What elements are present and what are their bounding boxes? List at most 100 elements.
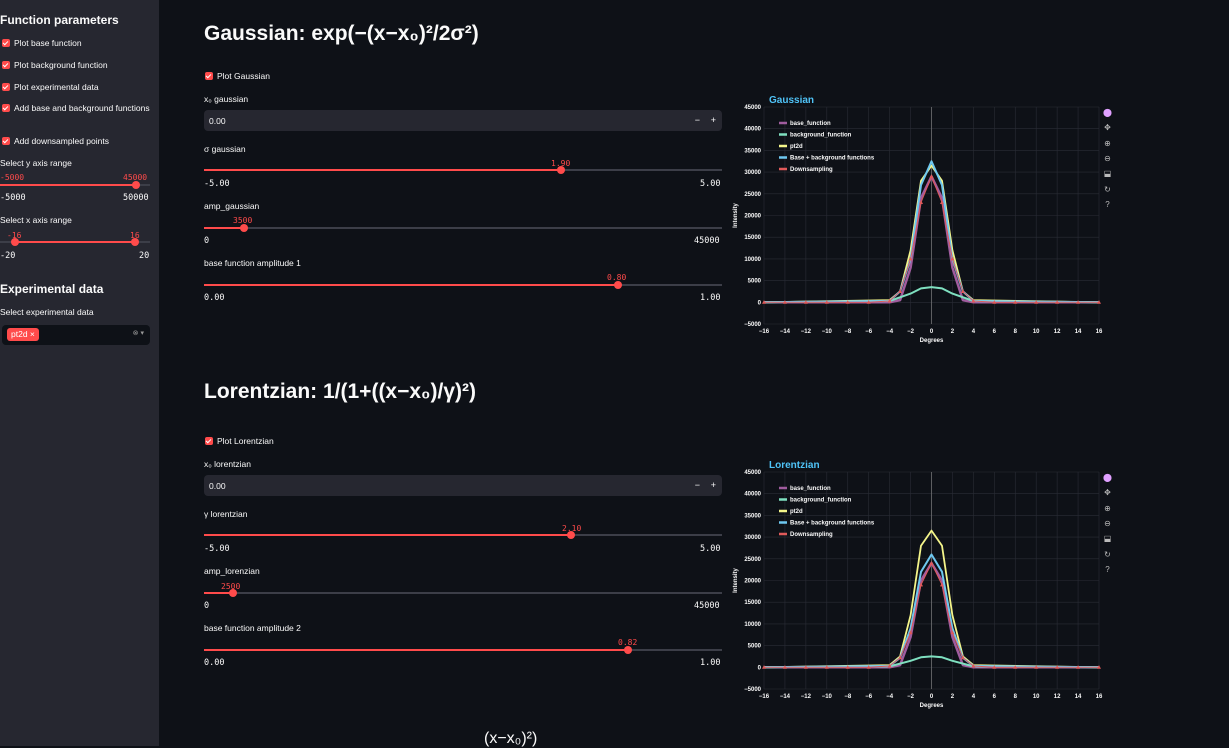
lorentzian-chart[interactable]: Lorentzian −5000 0 5000 10000 15000 20000 25000… — [729, 457, 1105, 722]
amp-gaussian-handle[interactable] — [240, 224, 248, 232]
download-icon[interactable]: ⬓ — [1103, 534, 1112, 544]
experimental-data-select[interactable]: pt2d × ⊗ ▾ — [2, 325, 150, 345]
tag-close-icon[interactable]: × — [29, 329, 35, 339]
x-range-min: -20 — [0, 251, 16, 261]
help-icon[interactable]: ? — [1105, 564, 1110, 574]
downsampling-point — [824, 300, 829, 304]
checkbox-checked-icon[interactable] — [2, 61, 10, 69]
zoom-in-icon[interactable]: ⊕ — [1104, 138, 1111, 148]
downsampling-point — [762, 665, 766, 669]
legend-item[interactable]: base_function — [790, 486, 831, 492]
amp-lorenzian-min: 0 — [204, 601, 210, 611]
series-line-background-function — [763, 286, 1100, 304]
help-icon[interactable]: ? — [1105, 199, 1110, 209]
x-tick-label: −2 — [907, 694, 915, 700]
y-range-min: -5000 — [0, 193, 26, 203]
reset-icon[interactable]: ↻ — [1104, 549, 1111, 559]
y-range-high-handle[interactable] — [132, 181, 140, 189]
x-range-high-handle[interactable] — [131, 238, 139, 246]
x-tick-label: −14 — [780, 329, 791, 335]
checkbox-checked-icon[interactable] — [2, 137, 10, 145]
downsampling-point — [898, 655, 903, 660]
plotly-logo-icon[interactable]: ⬤ — [1103, 473, 1112, 482]
x0-lorentzian-input[interactable]: 0.00 − + — [204, 475, 722, 496]
stepper-minus-button[interactable]: − — [694, 480, 700, 490]
legend-item[interactable]: Downsampling — [790, 167, 833, 173]
zoom-out-icon[interactable]: ⊖ — [1104, 518, 1111, 528]
base-amp1-handle[interactable] — [614, 281, 622, 289]
stepper-plus-button[interactable]: + — [710, 115, 716, 125]
gamma-lorentzian-handle[interactable] — [567, 531, 575, 539]
legend-item[interactable]: Base + background functions — [790, 521, 875, 527]
downsampling-point — [1055, 665, 1060, 669]
downsampling-point — [939, 200, 944, 204]
pan-icon[interactable]: ✥ — [1104, 123, 1111, 133]
y-tick-label: 10000 — [744, 257, 761, 263]
legend-item[interactable]: base_function — [790, 121, 831, 127]
y-tick-label: −5000 — [744, 687, 762, 693]
checkbox-plot-experimental[interactable]: Plot experimental data — [2, 81, 152, 93]
x0-gaussian-input[interactable]: 0.00 − + — [204, 110, 722, 131]
y-tick-label: 25000 — [744, 192, 761, 198]
amp-gaussian-label: amp_gaussian — [204, 201, 260, 211]
stepper-plus-button[interactable]: + — [710, 480, 716, 490]
select-controls-icon[interactable]: ⊗ ▾ — [132, 330, 144, 337]
downsampling-point — [992, 300, 997, 304]
gaussian-chart[interactable]: Gaussian −5000 0 5000 10000 15000 20000 25000 30… — [729, 92, 1105, 357]
checkbox-plot-lorentzian[interactable]: Plot Lorentzian — [205, 435, 355, 447]
x-tick-label: −14 — [780, 694, 791, 700]
x-range-low-handle[interactable] — [11, 238, 19, 246]
checkbox-checked-icon[interactable] — [2, 39, 10, 47]
selected-tag-pt2d[interactable]: pt2d × — [7, 328, 39, 341]
amp-lorenzian-fill — [204, 592, 233, 594]
y-range-fill — [0, 184, 137, 186]
zoom-in-icon[interactable]: ⊕ — [1104, 503, 1111, 513]
x-axis-label: Degrees — [920, 703, 944, 709]
legend-item[interactable]: pt2d — [790, 509, 803, 515]
checkbox-plot-gaussian[interactable]: Plot Gaussian — [205, 70, 355, 82]
downsampling-point — [929, 174, 934, 178]
sigma-gaussian-value: 1.90 — [551, 159, 571, 168]
checkbox-add-downsampled[interactable]: Add downsampled points — [2, 135, 152, 147]
x-tick-label: −8 — [844, 694, 852, 700]
zoom-out-icon[interactable]: ⊖ — [1104, 153, 1111, 163]
amp-lorenzian-track — [204, 592, 722, 594]
base-amp2-handle[interactable] — [624, 646, 632, 654]
x-tick-label: −10 — [822, 329, 833, 335]
checkbox-plot-base[interactable]: Plot base function — [2, 37, 152, 49]
amp-lorenzian-label: amp_lorenzian — [204, 566, 260, 576]
x-tick-label: 12 — [1054, 694, 1061, 700]
checkbox-plot-background[interactable]: Plot background function — [2, 59, 152, 71]
downsampling-point — [845, 665, 850, 669]
checkbox-checked-icon[interactable] — [2, 83, 10, 91]
chart-title: Lorentzian — [769, 460, 820, 471]
amp-lorenzian-handle[interactable] — [229, 589, 237, 597]
download-icon[interactable]: ⬓ — [1103, 169, 1112, 179]
legend-item[interactable]: background_function — [790, 133, 852, 139]
reset-icon[interactable]: ↻ — [1104, 184, 1111, 194]
legend-item[interactable]: Downsampling — [790, 532, 833, 538]
checkbox-checked-icon[interactable] — [205, 72, 213, 80]
tag-label: pt2d — [11, 329, 28, 339]
gamma-lorentzian-value: 2.10 — [562, 524, 582, 533]
y-tick-label: 45000 — [744, 105, 761, 111]
plotly-logo-icon[interactable]: ⬤ — [1103, 108, 1112, 117]
amp-lorenzian-value: 2500 — [221, 582, 241, 591]
checkbox-checked-icon[interactable] — [2, 104, 10, 112]
legend-item[interactable]: Base + background functions — [790, 156, 875, 162]
downsampling-point — [1097, 665, 1101, 669]
sigma-gaussian-handle[interactable] — [557, 166, 565, 174]
checkbox-add-base-background[interactable]: Add base and background functions — [2, 102, 152, 114]
x0-gaussian-label: x₀ gaussian — [204, 94, 249, 104]
stepper-minus-button[interactable]: − — [694, 115, 700, 125]
x-tick-label: −6 — [865, 694, 873, 700]
checkbox-checked-icon[interactable] — [205, 437, 213, 445]
pan-icon[interactable]: ✥ — [1104, 488, 1111, 498]
amp-gaussian-value: 3500 — [233, 216, 253, 225]
legend-item[interactable]: background_function — [790, 498, 852, 504]
base-amp2-label: base function amplitude 2 — [204, 623, 301, 633]
legend-item[interactable]: pt2d — [790, 144, 803, 150]
downsampling-point — [971, 663, 976, 668]
downsampling-point — [845, 300, 850, 304]
gamma-lorentzian-label: γ lorentzian — [204, 509, 248, 519]
